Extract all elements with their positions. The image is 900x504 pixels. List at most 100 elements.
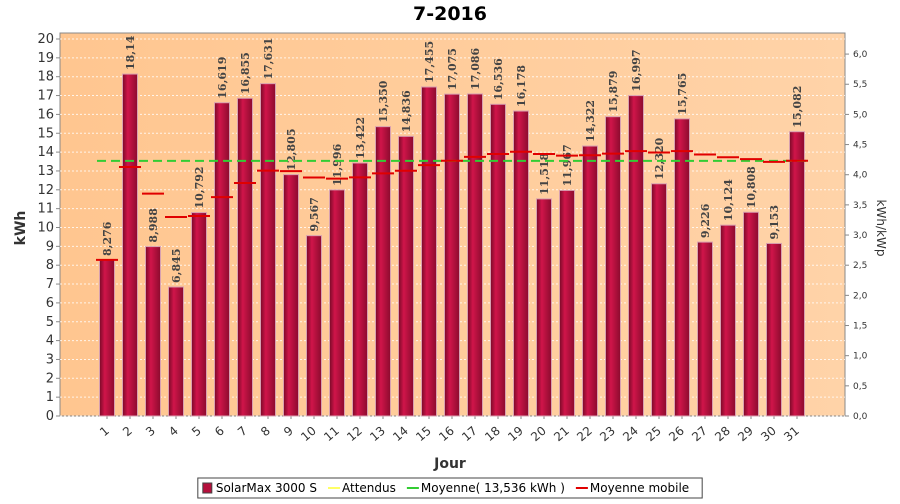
y-tick-label: 20 — [37, 32, 54, 47]
data-label: 8,276 — [101, 221, 114, 256]
x-tick-label: 28 — [712, 424, 733, 445]
y2-tick-label: 0,5 — [853, 382, 867, 392]
bar — [582, 145, 598, 417]
x-tick-label: 24 — [620, 424, 641, 445]
y2-tick-label: 3,5 — [853, 201, 867, 211]
x-tick-label: 7 — [235, 424, 250, 440]
y-tick-label: 18 — [37, 70, 54, 85]
y-tick-label: 16 — [37, 107, 54, 122]
data-label: 11,996 — [331, 143, 344, 185]
x-tick-label: 17 — [459, 424, 480, 445]
y-tick-label: 19 — [37, 51, 54, 66]
x-tick-label: 22 — [574, 424, 595, 445]
bar — [375, 126, 391, 417]
legend: SolarMax 3000 S Attendus Moyenne( 13,536 k… — [197, 477, 703, 499]
x-tick-label: 13 — [367, 424, 388, 445]
y-axis-label: kWh — [13, 211, 29, 246]
y-tick-label: 11 — [37, 202, 54, 217]
bar — [559, 189, 575, 417]
data-label: 10,124 — [722, 179, 735, 221]
y2-tick-label: 6,0 — [853, 50, 868, 60]
x-tick-label: 8 — [258, 424, 273, 440]
y-tick-label: 9 — [46, 239, 54, 254]
data-label: 12,320 — [653, 137, 666, 179]
x-tick-label: 16 — [436, 424, 457, 445]
x-tick-label: 19 — [505, 424, 526, 445]
x-tick-label: 21 — [551, 424, 572, 445]
bar — [191, 212, 207, 417]
data-label: 6,845 — [170, 249, 183, 283]
legend-label: SolarMax 3000 S — [216, 481, 317, 495]
x-tick-label: 26 — [666, 424, 687, 445]
x-tick-label: 12 — [344, 424, 365, 445]
chart-title: 7-2016 — [413, 3, 487, 25]
legend-label: Moyenne( 13,536 kWh ) — [421, 481, 565, 495]
bar — [651, 183, 667, 417]
x-tick-label: 25 — [643, 424, 664, 445]
data-label: 16,178 — [515, 65, 528, 107]
y2-tick-label: 4,0 — [853, 171, 868, 181]
bar — [743, 211, 759, 417]
bar — [283, 174, 299, 417]
data-label: 9,226 — [699, 203, 712, 238]
y-tick-label: 12 — [37, 183, 54, 198]
y-tick-label: 13 — [37, 164, 54, 179]
x-tick-label: 31 — [781, 424, 802, 445]
bar — [490, 103, 506, 417]
data-label: 16,619 — [216, 57, 229, 99]
x-tick-label: 30 — [758, 424, 779, 445]
x-tick-label: 18 — [482, 424, 503, 445]
data-label: 11,518 — [538, 152, 551, 194]
x-tick-label: 29 — [735, 424, 756, 445]
bar — [122, 73, 138, 417]
y2-tick-label: 2,5 — [853, 261, 867, 271]
legend-label: Moyenne mobile — [590, 481, 689, 495]
data-label: 8,988 — [147, 208, 160, 243]
data-label: 14,836 — [400, 90, 413, 132]
y2-tick-label: 5,0 — [853, 110, 868, 120]
bar — [605, 116, 621, 417]
y-tick-label: 3 — [46, 352, 54, 367]
y2-tick-label: 4,5 — [853, 141, 867, 151]
bar — [352, 162, 368, 417]
x-tick-label: 27 — [689, 424, 710, 445]
data-label: 12,805 — [285, 129, 298, 171]
data-label: 15,765 — [676, 73, 689, 115]
bar — [99, 259, 115, 417]
y-tick-label: 14 — [37, 145, 54, 160]
data-label: 14,322 — [584, 100, 597, 142]
x-tick-label: 15 — [413, 424, 434, 445]
y2-tick-label: 0,0 — [853, 412, 868, 422]
data-label: 17,455 — [423, 41, 436, 83]
bar — [628, 95, 644, 417]
bar — [766, 242, 782, 417]
bar — [260, 83, 276, 417]
y-tick-label: 8 — [46, 258, 54, 273]
bar — [421, 86, 437, 417]
data-label: 15,350 — [377, 80, 390, 122]
y-tick-label: 0 — [46, 409, 54, 424]
x-tick-label: 10 — [298, 424, 319, 445]
data-label: 17,631 — [262, 38, 275, 80]
bar — [398, 135, 414, 417]
y-tick-label: 10 — [37, 221, 54, 236]
legend-box — [197, 477, 703, 499]
legend-swatch — [202, 482, 213, 494]
data-label: 11,967 — [561, 144, 574, 186]
x-tick-label: 6 — [212, 424, 227, 440]
x-tick-label: 2 — [120, 424, 135, 440]
bar — [214, 102, 230, 417]
x-tick-label: 9 — [281, 424, 296, 440]
y2-axis-label: kWh/kWp — [874, 200, 888, 257]
y-tick-label: 1 — [46, 390, 54, 405]
data-label: 15,082 — [791, 86, 804, 128]
y-tick-label: 6 — [46, 296, 54, 311]
data-label: 10,808 — [745, 166, 758, 208]
bar — [536, 198, 552, 417]
legend-label: Attendus — [342, 481, 396, 495]
data-label: 16,536 — [492, 58, 505, 100]
x-tick-label: 5 — [189, 424, 204, 440]
y-tick-label: 15 — [37, 126, 54, 141]
data-label: 9,153 — [768, 205, 781, 239]
